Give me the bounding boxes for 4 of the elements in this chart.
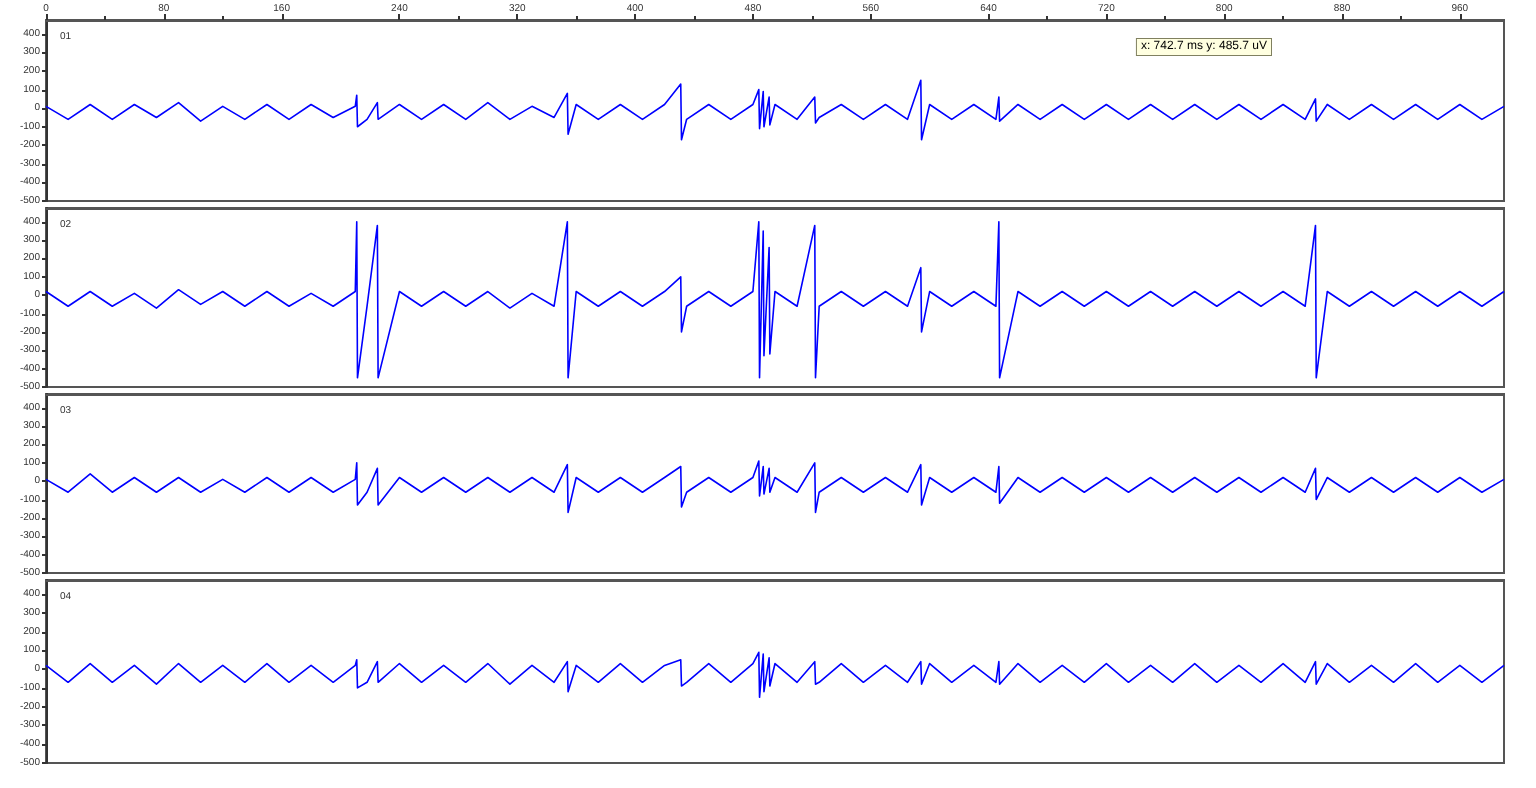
line-series xyxy=(45,651,1505,699)
line-series xyxy=(45,79,1505,141)
line-series xyxy=(45,220,1505,379)
line-series xyxy=(45,460,1505,514)
